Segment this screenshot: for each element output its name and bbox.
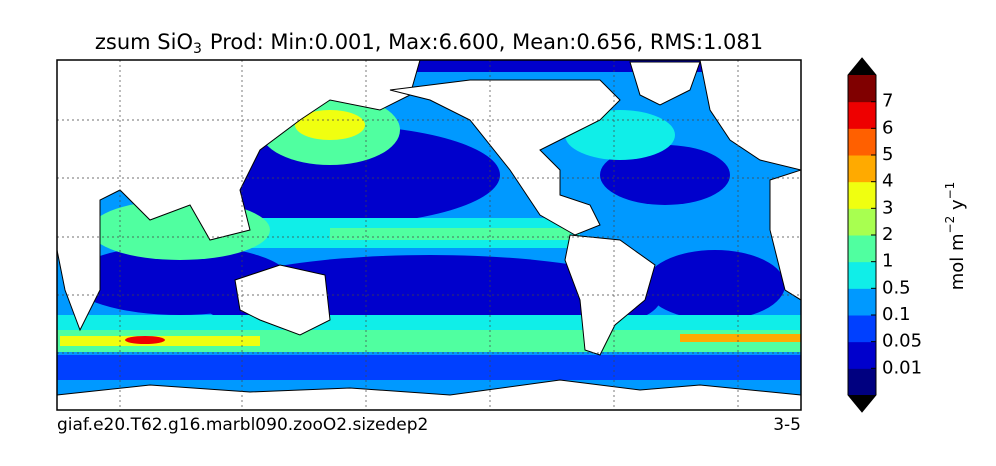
label-exp1: −2 xyxy=(943,216,957,234)
colorbar-segment xyxy=(848,341,876,369)
colorbar-segment xyxy=(848,75,876,103)
label-exp2: −1 xyxy=(943,182,957,200)
colorbar-segment xyxy=(848,208,876,236)
colorbar-tick-label: 0.1 xyxy=(882,304,911,325)
colorbar-tick-label: 0.01 xyxy=(882,357,922,378)
title-prefix: zsum SiO xyxy=(95,30,193,54)
colorbar-segment xyxy=(848,128,876,156)
colorbar-tick-label: 3 xyxy=(882,197,893,218)
colorbar-tick-label: 2 xyxy=(882,224,893,245)
colorbar: 0.01 0.05 0.1 0.5 1 2 3 4 5 6 7 xyxy=(847,57,922,413)
colorbar-segment xyxy=(848,288,876,316)
colorbar-extend-bottom xyxy=(848,395,876,412)
colorbar-tick-label: 6 xyxy=(882,117,893,138)
colorbar-segment xyxy=(848,235,876,263)
label-base: mol m xyxy=(947,233,968,290)
label-mid: y xyxy=(947,199,968,216)
colorbar-tick-label: 4 xyxy=(882,171,893,192)
colorbar-segment xyxy=(848,155,876,183)
graticule xyxy=(57,60,801,410)
title-rest: Prod: Min:0.001, Max:6.600, Mean:0.656, … xyxy=(210,30,763,54)
colorbar-tick-label: 7 xyxy=(882,91,893,112)
colorbar-segment xyxy=(848,101,876,129)
title: zsum SiO3 Prod: Min:0.001, Max:6.600, Mea… xyxy=(95,30,763,57)
colorbar-tick-label: 1 xyxy=(882,251,893,272)
colorbar-tick-label: 0.05 xyxy=(882,331,922,352)
colorbar-segment xyxy=(848,368,876,396)
map-frame xyxy=(56,59,802,411)
colorbar-extend-top xyxy=(848,58,876,75)
colorbar-segment xyxy=(848,315,876,343)
footer-left: giaf.e20.T62.g16.marbl090.zooO2.sizedep2 xyxy=(57,415,428,435)
colorbar-tick-label: 0.5 xyxy=(882,277,911,298)
colorbar-segment xyxy=(848,261,876,289)
title-subscript: 3 xyxy=(193,41,202,57)
map xyxy=(57,60,801,410)
colorbar-frame xyxy=(847,57,877,413)
colorbar-segment xyxy=(848,181,876,209)
footer-right: 3-5 xyxy=(773,415,801,435)
colorbar-tick-label: 5 xyxy=(882,144,893,165)
colorbar-label: mol m−2 y−1 xyxy=(943,182,969,291)
